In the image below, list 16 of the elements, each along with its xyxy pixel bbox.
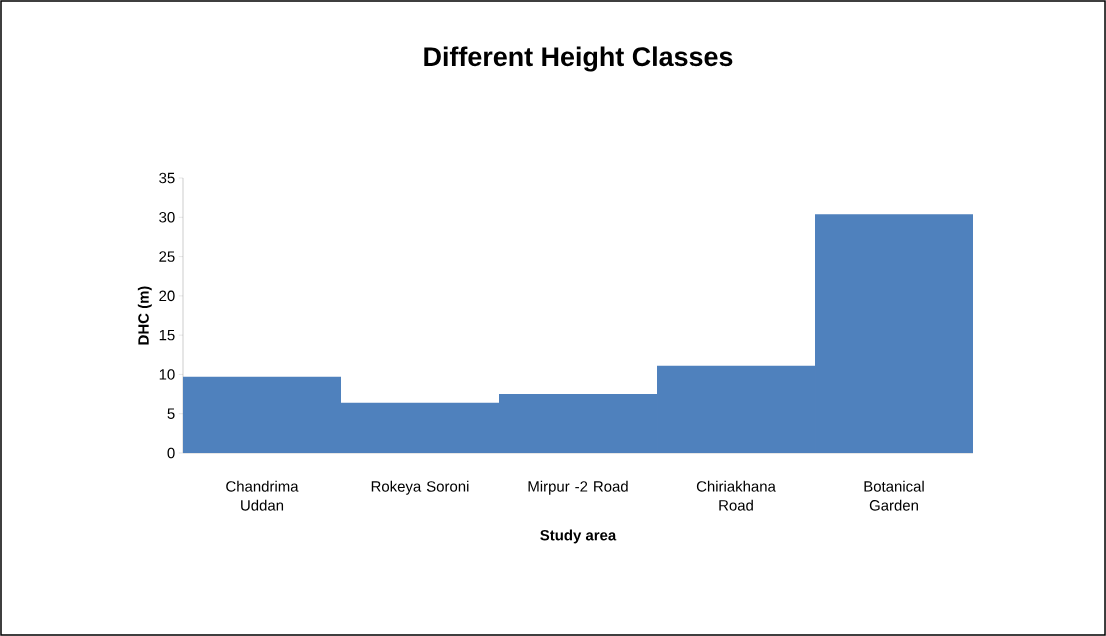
y-tick-label: 35 — [159, 172, 175, 184]
y-tick-label: 5 — [167, 408, 175, 419]
x-tick-label: Chiriakhana Road — [696, 480, 776, 511]
x-tick-label: Rokeya Soroni — [371, 480, 469, 495]
chart-title: Different Height Classes — [424, 46, 733, 72]
y-tick-label: 20 — [159, 290, 175, 302]
x-axis-title: Study area — [540, 529, 617, 544]
x-tick-label: Mirpur -2 Road — [528, 480, 628, 495]
y-tick-label: 0 — [167, 447, 175, 459]
y-axis-title: DHC (m) — [137, 286, 152, 345]
y-tick-label: 10 — [159, 369, 175, 380]
x-tick-label: Chandrima Uddan — [226, 480, 299, 511]
x-tick-label: Botanical Garden — [864, 480, 924, 511]
y-tick-label: 15 — [159, 329, 175, 341]
y-tick-label: 30 — [159, 211, 175, 223]
y-tick-label: 25 — [159, 251, 175, 262]
